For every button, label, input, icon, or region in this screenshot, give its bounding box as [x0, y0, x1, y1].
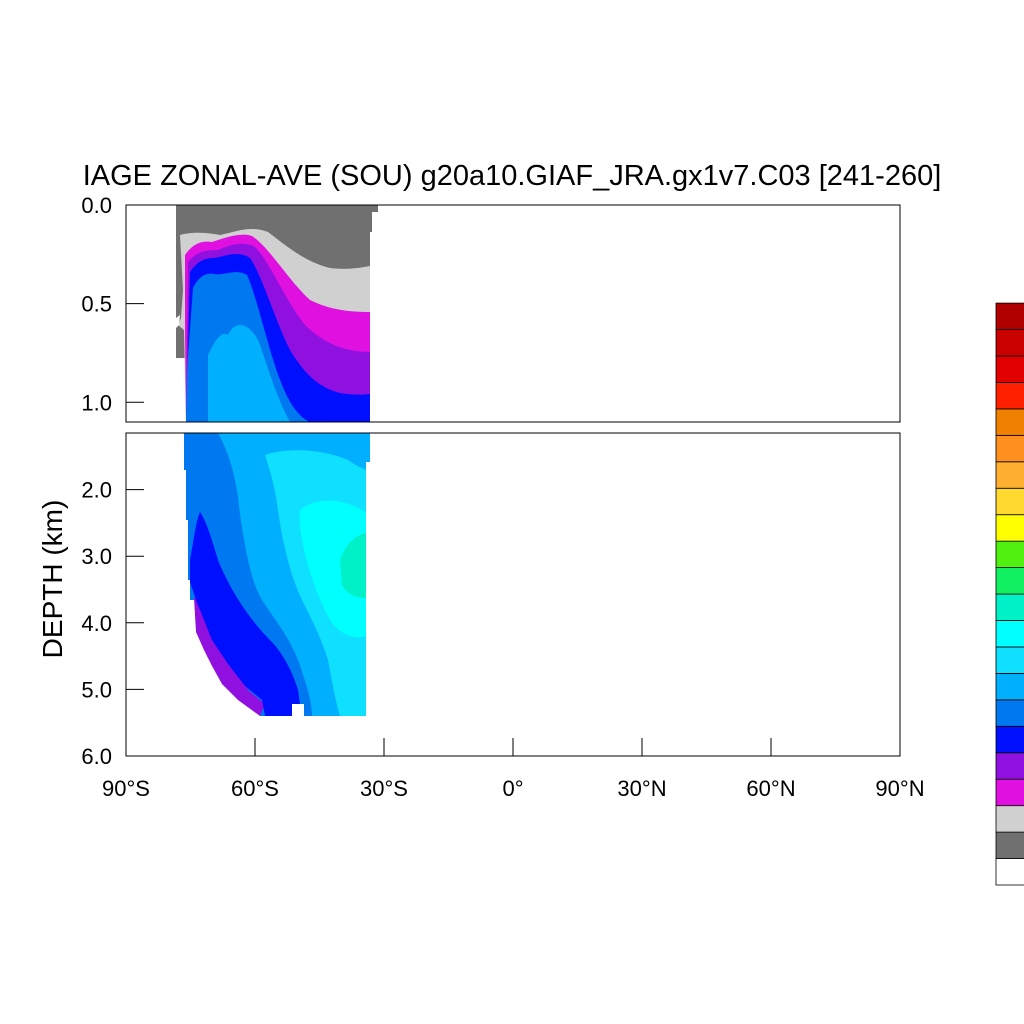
field-lower-aquamarine [340, 533, 366, 598]
colorbar-swatch [995, 355, 1024, 383]
colorbar-swatch [995, 434, 1024, 463]
colorbar-swatch [995, 673, 1024, 701]
lower-y-axis: 2.0 3.0 4.0 5.0 6.0 [81, 478, 144, 769]
x-tick-label: 30°N [617, 776, 666, 801]
x-tick-label: 90°S [102, 776, 150, 801]
colorbar [995, 302, 1024, 886]
colorbar-swatch [995, 540, 1024, 569]
colorbar-swatch [995, 461, 1024, 489]
y-axis-label: DEPTH (km) [37, 500, 68, 659]
x-tick-label: 60°S [231, 776, 279, 801]
upper-y-axis: 0.0 0.5 1.0 [81, 193, 144, 415]
x-axis: 90°S 60°S 30°S 0° 30°N 60°N 90°N [102, 738, 925, 801]
chart-title: IAGE ZONAL-AVE (SOU) g20a10.GIAF_JRA.gx1… [83, 160, 942, 192]
colorbar-swatch [995, 725, 1024, 754]
colorbar-swatch [995, 514, 1024, 542]
upper-panel-frame [125, 204, 901, 423]
lower-y-tick-label: 3.0 [81, 544, 112, 569]
field-upper-lightblue [208, 324, 290, 422]
colorbar-swatch [995, 302, 1024, 330]
lower-y-tick-label: 2.0 [81, 478, 112, 503]
colorbar-swatch [995, 752, 1024, 780]
colorbar-swatch [995, 620, 1024, 648]
colorbar-swatch [995, 487, 1024, 516]
colorbar-swatch [995, 382, 1024, 410]
upper-y-tick-label: 0.5 [81, 292, 112, 317]
colorbar-swatch [995, 805, 1024, 833]
field-lower-aqua [299, 500, 366, 638]
lower-y-tick-label: 6.0 [81, 744, 112, 769]
x-tick-label: 0° [502, 776, 523, 801]
x-tick-label: 90°N [875, 776, 924, 801]
lower-y-tick-label: 5.0 [81, 677, 112, 702]
colorbar-swatch [995, 329, 1024, 357]
field-upper-white-notch [176, 315, 180, 328]
upper-panel-field [176, 205, 378, 422]
colorbar-swatch [995, 831, 1024, 859]
x-tick-label: 60°N [746, 776, 795, 801]
colorbar-swatch [995, 408, 1024, 436]
x-tick-label: 30°S [360, 776, 408, 801]
colorbar-swatch [995, 778, 1024, 807]
upper-y-tick-label: 0.0 [81, 193, 112, 218]
lower-panel-field [184, 433, 370, 716]
lower-y-tick-label: 4.0 [81, 611, 112, 636]
upper-y-tick-label: 1.0 [81, 390, 112, 415]
colorbar-swatch [995, 593, 1024, 621]
colorbar-swatch [995, 646, 1024, 674]
field-lower-blue [190, 512, 300, 716]
colorbar-swatch [995, 699, 1024, 727]
colorbar-swatch [995, 858, 1024, 886]
colorbar-swatch [995, 567, 1024, 595]
